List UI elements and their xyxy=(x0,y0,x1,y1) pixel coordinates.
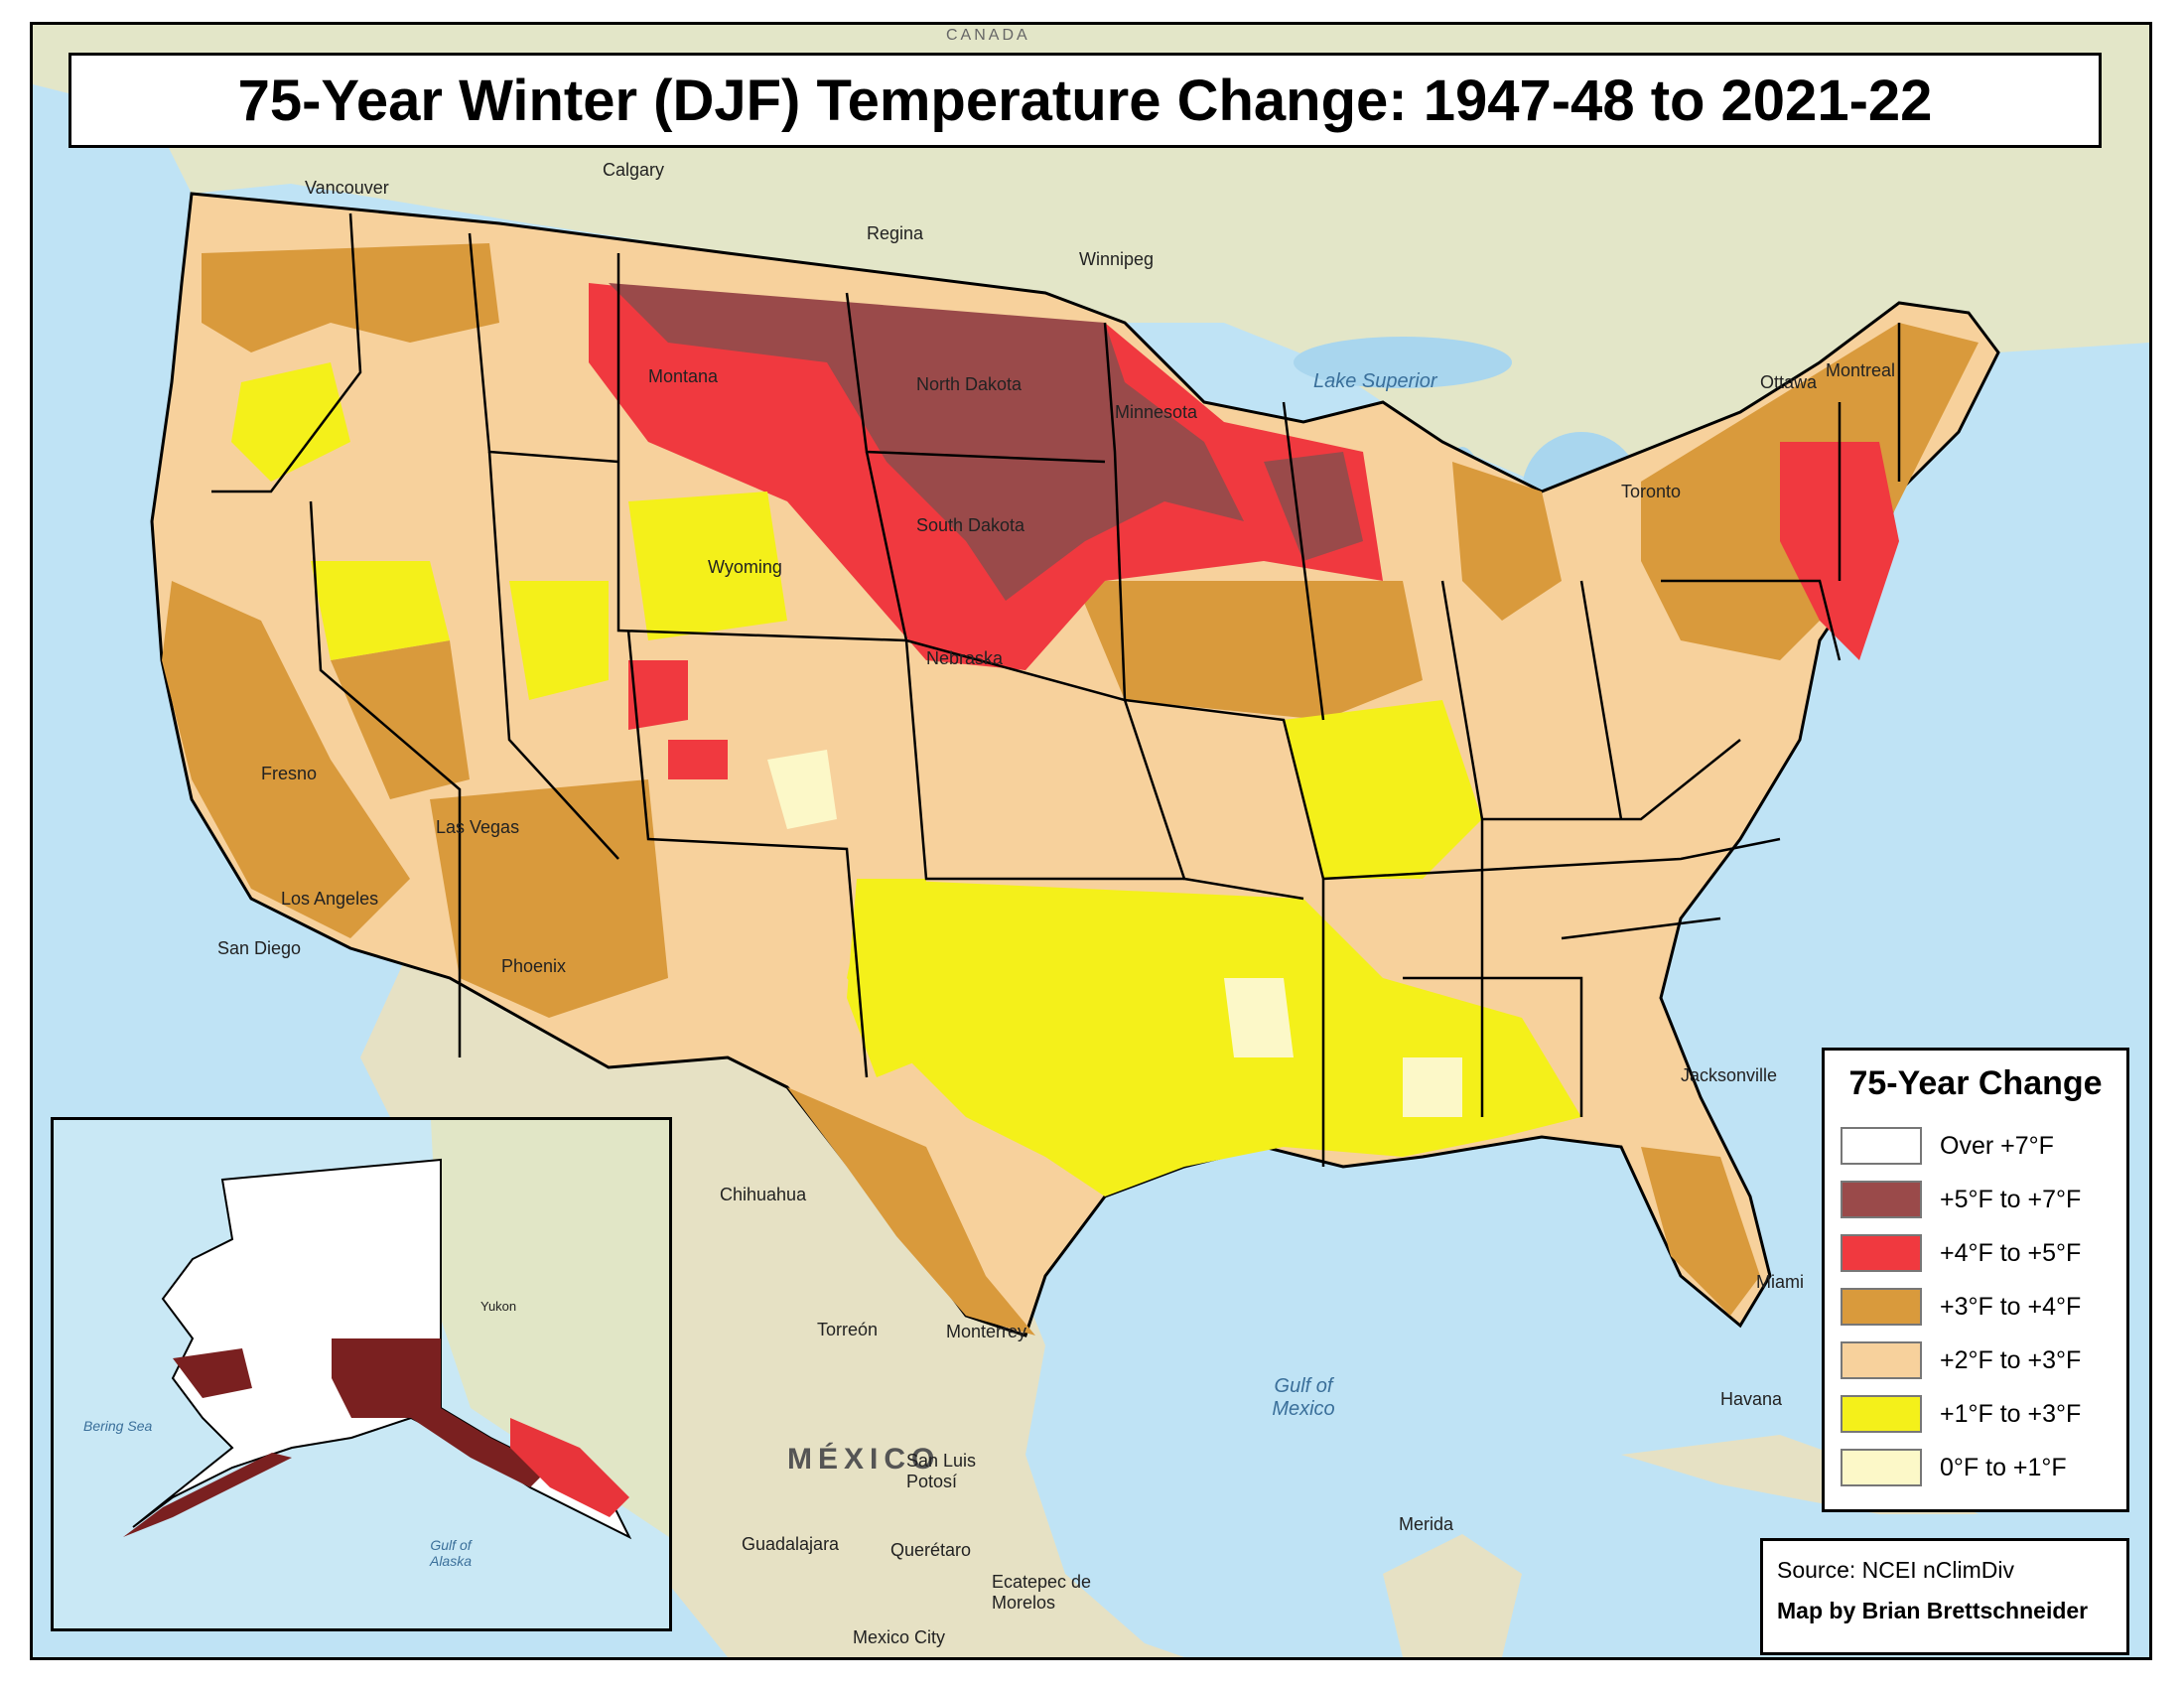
lake-superior xyxy=(1294,337,1512,388)
legend-label: +4°F to +5°F xyxy=(1940,1238,2082,1267)
legend-label: +1°F to +3°F xyxy=(1940,1399,2082,1428)
region-maroon-wi xyxy=(1264,452,1363,561)
alaska-inset-map xyxy=(54,1120,669,1628)
alaska-maroon-south xyxy=(332,1338,550,1487)
label-lasvegas: Las Vegas xyxy=(436,817,520,837)
legend-swatch-1to3 xyxy=(1841,1395,1922,1433)
region-lightyellow-al xyxy=(1403,1057,1462,1117)
legend: 75-Year Change Over +7°F +5°F to +7°F +4… xyxy=(1822,1048,2129,1512)
legend-item: +3°F to +4°F xyxy=(1841,1280,2111,1334)
region-yellow-south xyxy=(847,879,1581,1196)
legend-title: 75-Year Change xyxy=(1848,1064,2103,1102)
region-orange-nv xyxy=(331,640,470,799)
label-gulf: Gulf of Mexico xyxy=(1272,1375,1335,1420)
legend-item: +2°F to +3°F xyxy=(1841,1334,2111,1387)
label-winnipeg: Winnipeg xyxy=(1079,249,1155,269)
legend-item: +4°F to +5°F xyxy=(1841,1226,2111,1280)
region-yellow-ut xyxy=(509,581,609,700)
label-wyoming: Wyoming xyxy=(708,557,782,577)
region-orange-central xyxy=(1075,581,1423,720)
legend-swatch-2to3 xyxy=(1841,1341,1922,1379)
region-red-ut xyxy=(628,660,688,730)
map-title: 75-Year Winter (DJF) Temperature Change:… xyxy=(68,53,2102,148)
canada-yukon-land xyxy=(431,1120,669,1537)
region-orange-sw xyxy=(430,779,668,1018)
legend-label: +2°F to +3°F xyxy=(1940,1345,2082,1374)
label-ecatepec: Ecatepec de Morelos xyxy=(992,1572,1092,1613)
label-beringsea: Bering Sea xyxy=(83,1418,153,1434)
alaska-red-panhandle xyxy=(510,1418,629,1517)
legend-label: +3°F to +4°F xyxy=(1940,1292,2082,1321)
region-orange-mich xyxy=(1452,462,1562,621)
label-minnesota: Minnesota xyxy=(1115,402,1198,422)
source-text: Source: NCEI nClimDiv xyxy=(1777,1557,2014,1583)
region-orange-tx xyxy=(787,1087,1035,1336)
legend-swatch-4to5 xyxy=(1841,1234,1922,1272)
label-toronto: Toronto xyxy=(1621,482,1682,501)
label-yukon: Yukon xyxy=(480,1299,517,1314)
label-montana: Montana xyxy=(648,366,719,386)
region-lightyellow-co xyxy=(767,750,837,829)
region-yellow-nm xyxy=(847,879,926,1077)
label-canada: CANADA xyxy=(946,27,1030,44)
label-jacksonville: Jacksonville xyxy=(1681,1065,1778,1085)
legend-label: +5°F to +7°F xyxy=(1940,1185,2082,1213)
label-southdakota: South Dakota xyxy=(916,515,1025,535)
region-orange-west xyxy=(202,243,499,352)
alaska-maroon-west xyxy=(173,1348,252,1398)
legend-item: +5°F to +7°F xyxy=(1841,1173,2111,1226)
legend-item: 0°F to +1°F xyxy=(1841,1441,2111,1494)
region-orange-fl xyxy=(1641,1147,1760,1316)
region-orange-ca xyxy=(162,581,410,938)
legend-swatch-5to7 xyxy=(1841,1181,1922,1218)
region-red-co xyxy=(668,740,728,779)
label-guadalajara: Guadalajara xyxy=(742,1534,840,1554)
state-borders xyxy=(211,212,1901,1167)
legend-swatch-3to4 xyxy=(1841,1288,1922,1326)
region-yellow-mw xyxy=(1284,700,1482,879)
label-calgary: Calgary xyxy=(603,160,665,180)
alaska-inset: Bering Sea Gulf of Alaska Yukon xyxy=(51,1117,672,1631)
label-havana: Havana xyxy=(1720,1389,1783,1409)
label-lakesuperior: Lake Superior xyxy=(1313,370,1437,392)
label-mexico: MÉXICO xyxy=(787,1443,941,1476)
map-frame: CANADA MÉXICO Gulf of Mexico Calgary Reg… xyxy=(30,22,2152,1660)
label-gulfalaska: Gulf of Alaska xyxy=(429,1537,473,1569)
label-merida: Merida xyxy=(1399,1514,1454,1534)
label-sandiego: San Diego xyxy=(217,938,302,958)
label-regina: Regina xyxy=(867,223,924,243)
legend-swatch-over7 xyxy=(1841,1127,1922,1165)
legend-label: Over +7°F xyxy=(1940,1131,2054,1160)
label-miami: Miami xyxy=(1756,1272,1804,1292)
region-yellow-nw xyxy=(231,362,350,482)
legend-item: +1°F to +3°F xyxy=(1841,1387,2111,1441)
label-monterrey: Monterrey xyxy=(946,1322,1027,1341)
alaska-peninsula xyxy=(123,1453,292,1537)
source-box: Source: NCEI nClimDiv Map by Brian Brett… xyxy=(1760,1538,2129,1655)
region-yellow-nv xyxy=(311,561,450,660)
label-sanluis: San Luis Potosí xyxy=(906,1451,977,1491)
label-montreal: Montreal xyxy=(1826,360,1896,380)
yucatan xyxy=(1383,1534,1522,1657)
label-phoenix: Phoenix xyxy=(501,956,567,976)
region-lightyellow-ms xyxy=(1224,978,1294,1057)
label-mexicocity: Mexico City xyxy=(853,1627,946,1647)
label-fresno: Fresno xyxy=(261,764,318,783)
label-chihuahua: Chihuahua xyxy=(720,1185,807,1204)
credit-text: Map by Brian Brettschneider xyxy=(1777,1598,2089,1623)
legend-label: 0°F to +1°F xyxy=(1940,1453,2067,1481)
map-canvas xyxy=(33,25,2149,1657)
label-ottawa: Ottawa xyxy=(1760,372,1818,392)
label-torreon: Torreón xyxy=(817,1320,879,1339)
legend-swatch-0to1 xyxy=(1841,1449,1922,1486)
label-losangeles: Los Angeles xyxy=(281,889,379,909)
label-queretaro: Querétaro xyxy=(890,1540,972,1560)
label-northdakota: North Dakota xyxy=(916,374,1023,394)
label-vancouver: Vancouver xyxy=(305,178,389,198)
label-nebraska: Nebraska xyxy=(926,648,1004,668)
region-maroon-dakotas xyxy=(609,283,1244,601)
region-yellow-wy xyxy=(628,492,787,640)
legend-item: Over +7°F xyxy=(1841,1119,2111,1173)
